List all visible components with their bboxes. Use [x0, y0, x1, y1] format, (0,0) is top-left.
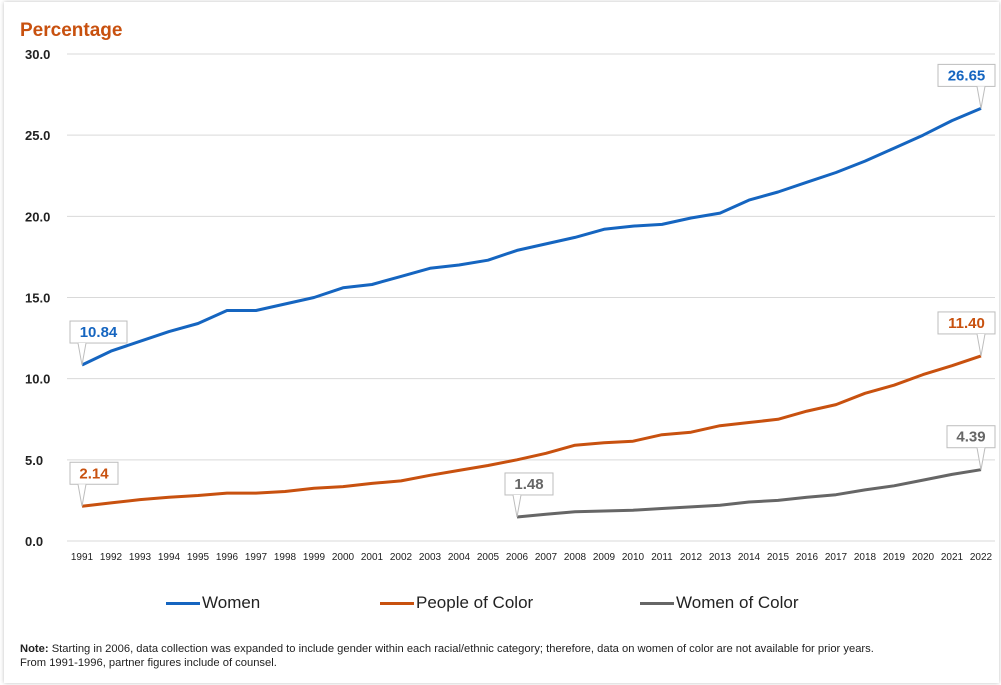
- data-callout: 1.48: [504, 472, 554, 518]
- callout-box: [937, 311, 996, 335]
- x-tick-label: 1994: [158, 552, 181, 563]
- x-tick-label: 2009: [593, 552, 616, 563]
- callout-pointer: [976, 447, 986, 470]
- x-tick-label: 1997: [245, 552, 268, 563]
- x-tick-label: 1999: [303, 552, 326, 563]
- x-tick-label: 1991: [71, 552, 94, 563]
- x-tick-label: 1995: [187, 552, 210, 563]
- x-tick-label: 2010: [622, 552, 645, 563]
- x-tick-label: 2003: [419, 552, 442, 563]
- data-label: 11.40: [948, 315, 985, 332]
- callout-box: [946, 425, 996, 449]
- legend-swatch-people-of-color: [380, 601, 414, 605]
- callout-box: [69, 320, 128, 344]
- note-line-2: From 1991-1996, partner figures include …: [20, 657, 277, 669]
- legend-item-people-of-color: People of Color: [380, 593, 533, 613]
- callout-pointer: [77, 484, 87, 507]
- legend-label-people-of-color: People of Color: [416, 593, 534, 612]
- data-label: 2.14: [79, 465, 109, 482]
- callout-box: [69, 461, 119, 485]
- data-label: 1.48: [514, 476, 543, 493]
- legend-swatch-women: [166, 601, 200, 605]
- data-callout: 26.65: [937, 63, 996, 109]
- note-bold: Note:: [20, 643, 49, 655]
- legend: Women People of Color Women of Color: [0, 593, 1001, 617]
- series-line-people-of-color: [81, 354, 982, 508]
- callout-box: [937, 63, 996, 87]
- y-tick-label: 25.0: [25, 128, 50, 143]
- x-tick-label: 2013: [709, 552, 732, 563]
- chart-frame: [4, 2, 999, 683]
- x-tick-label: 2015: [767, 552, 790, 563]
- x-tick-label: 2014: [738, 552, 761, 563]
- x-tick-label: 2019: [883, 552, 906, 563]
- legend-item-women-of-color: Women of Color: [640, 593, 799, 613]
- callout-pointer: [976, 333, 986, 357]
- callout-box: [504, 472, 554, 496]
- x-tick-label: 2011: [651, 552, 673, 563]
- y-tick-label: 0.0: [25, 534, 43, 549]
- x-tick-label: 2018: [854, 552, 877, 563]
- callout-pointer: [512, 494, 522, 518]
- x-tick-label: 2006: [506, 552, 529, 563]
- x-tick-label: 1993: [129, 552, 152, 563]
- x-tick-label: 2008: [564, 552, 587, 563]
- x-tick-label: 2005: [477, 552, 500, 563]
- line-chart: 0.0 5.0 10.0 15.0 20.0 25.0 30.0 1991 1992 1993 19…: [25, 47, 996, 563]
- x-tick-label: 1998: [274, 552, 297, 563]
- y-tick-label: 15.0: [25, 291, 50, 306]
- data-label: 4.39: [956, 429, 985, 446]
- x-tick-label: 2021: [941, 552, 964, 563]
- y-tick-label: 30.0: [25, 47, 50, 62]
- data-callout: 4.39: [946, 425, 996, 470]
- data-callout: 2.14: [69, 461, 119, 507]
- x-tick-label: 2000: [332, 552, 355, 563]
- footnote: Note: Starting in 2006, data collection …: [20, 642, 980, 670]
- callout-pointer: [77, 342, 87, 366]
- x-tick-label: 2002: [390, 552, 413, 563]
- y-tick-label: 20.0: [25, 209, 50, 224]
- legend-label-women: Women: [202, 593, 261, 612]
- x-tick-label: 2016: [796, 552, 819, 563]
- data-callout: 11.40: [937, 311, 996, 357]
- x-tick-label: 1992: [100, 552, 123, 563]
- x-tick-label: 2012: [680, 552, 703, 563]
- data-label: 10.84: [80, 324, 118, 341]
- data-label: 26.65: [948, 67, 986, 84]
- x-tick-label: 2004: [448, 552, 471, 563]
- callout-pointer: [976, 86, 986, 109]
- x-tick-label: 2017: [825, 552, 848, 563]
- x-tick-label: 2022: [970, 552, 993, 563]
- y-tick-label: 5.0: [25, 453, 43, 468]
- x-tick-label: 2020: [912, 552, 935, 563]
- legend-swatch-women-of-color: [640, 601, 674, 605]
- x-tick-label: 1996: [216, 552, 239, 563]
- legend-item-women: Women: [166, 593, 260, 613]
- series-line-women-of-color: [516, 468, 982, 519]
- x-tick-label: 2007: [535, 552, 558, 563]
- note-line-1: Starting in 2006, data collection was ex…: [48, 643, 874, 655]
- legend-label-women-of-color: Women of Color: [676, 593, 799, 612]
- y-tick-label: 10.0: [25, 372, 50, 387]
- y-axis-title: Percentage: [20, 20, 123, 41]
- x-tick-label: 2001: [361, 552, 384, 563]
- series-line-women: [81, 107, 982, 367]
- data-callout: 10.84: [69, 320, 128, 366]
